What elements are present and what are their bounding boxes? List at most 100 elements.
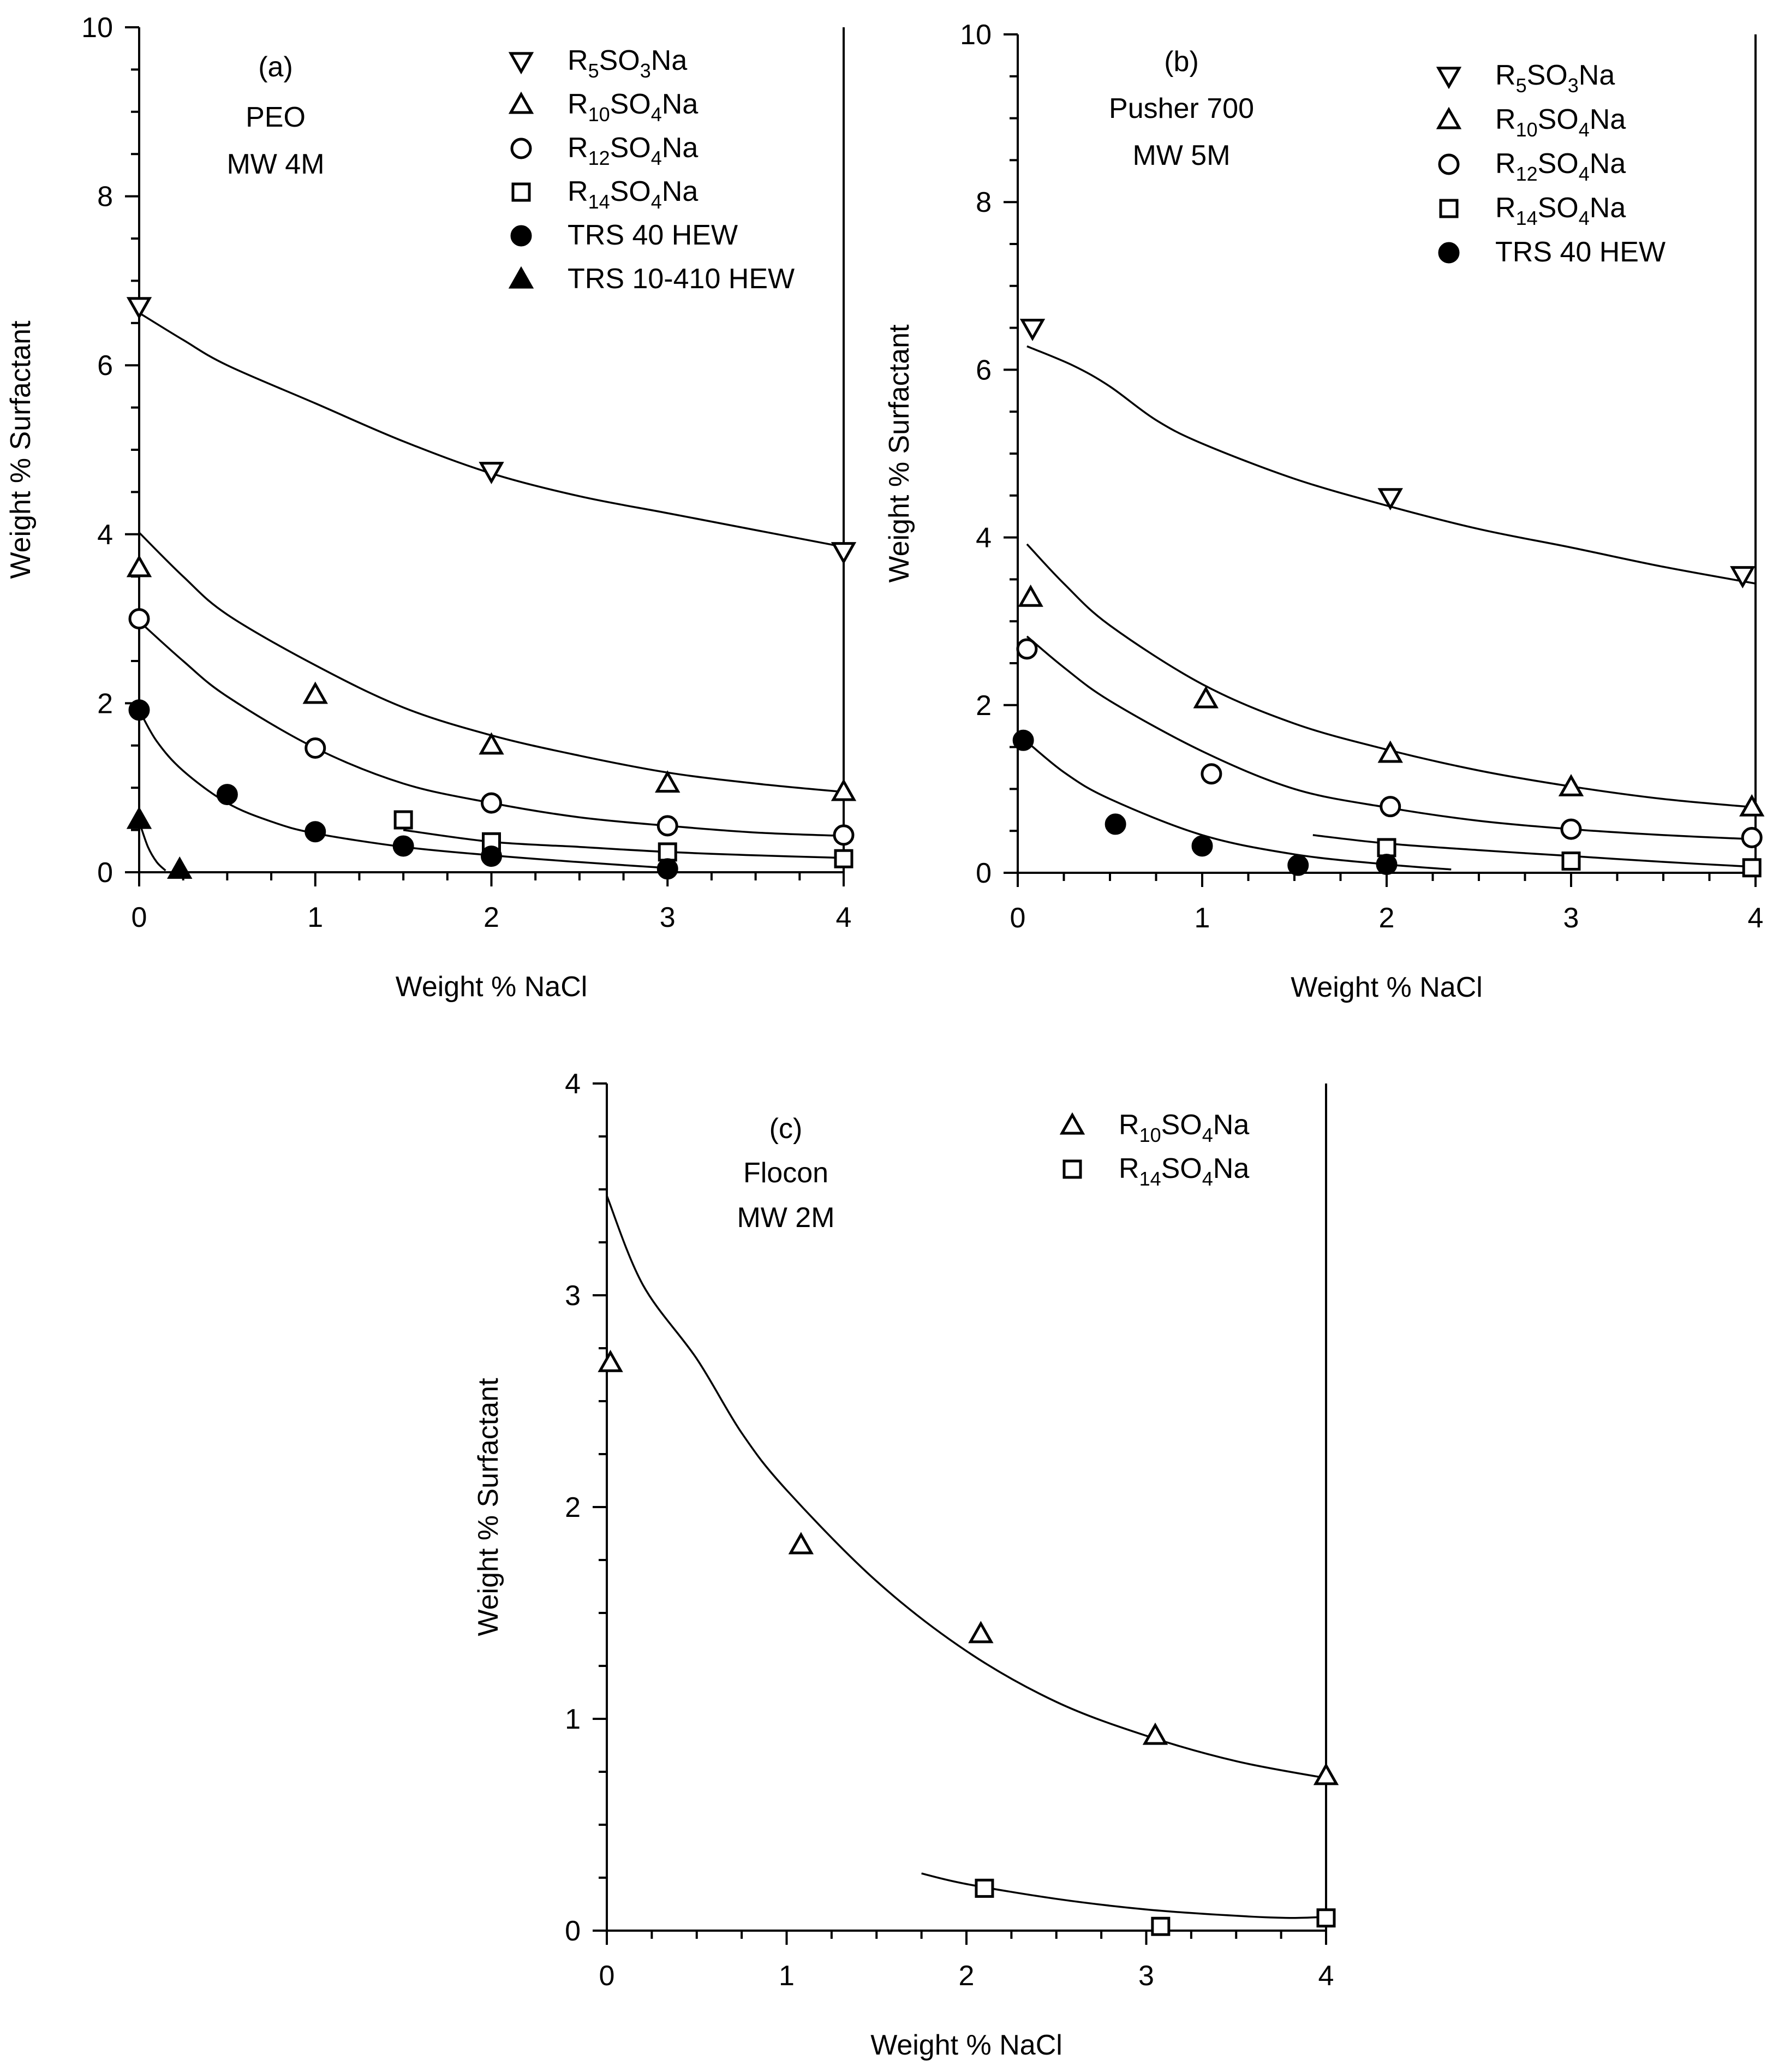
legend-subscript: 4 bbox=[1202, 1168, 1213, 1190]
legend-marker bbox=[1438, 153, 1460, 175]
y-axis-title: Weight % Surfactant bbox=[473, 1378, 504, 1636]
panel-annotation: Flocon bbox=[743, 1157, 828, 1189]
data-point bbox=[167, 856, 193, 879]
x-tick-label: 4 bbox=[836, 902, 852, 933]
data-point bbox=[128, 608, 150, 630]
legend-subscript: 4 bbox=[1579, 163, 1590, 185]
legend-text: Na bbox=[662, 88, 699, 120]
legend-text: Na bbox=[651, 45, 688, 76]
data-point bbox=[1561, 851, 1581, 871]
legend-text: R bbox=[568, 45, 588, 76]
fit-curve bbox=[403, 829, 844, 859]
data-point bbox=[1016, 638, 1038, 660]
x-tick-label: 0 bbox=[1010, 902, 1026, 934]
y-tick-label: 3 bbox=[565, 1280, 581, 1312]
x-tick-label: 2 bbox=[1379, 902, 1395, 934]
y-axis-title: Weight % Surfactant bbox=[5, 320, 37, 579]
data-point bbox=[658, 842, 677, 862]
legend-text: R bbox=[1495, 192, 1516, 224]
legend-label: R14SO4Na bbox=[1495, 192, 1626, 229]
legend-text: SO bbox=[1538, 104, 1579, 135]
data-point bbox=[392, 835, 414, 857]
legend-label: TRS 40 HEW bbox=[568, 219, 738, 251]
legend-marker bbox=[510, 138, 532, 159]
legend-marker bbox=[508, 52, 534, 75]
legend-label: R5SO3Na bbox=[568, 45, 687, 82]
data-point bbox=[126, 806, 152, 829]
panel-annotation: MW 5M bbox=[1132, 140, 1230, 171]
legend-text: R bbox=[1495, 148, 1516, 180]
legend-text: SO bbox=[610, 88, 651, 120]
data-point bbox=[833, 824, 855, 846]
legend-text: TRS 10-410 HEW bbox=[568, 263, 795, 295]
data-point bbox=[126, 555, 152, 577]
data-point bbox=[1012, 729, 1034, 751]
data-point bbox=[1377, 838, 1396, 858]
y-tick-label: 0 bbox=[97, 857, 113, 889]
legend-text: Na bbox=[1590, 192, 1626, 224]
y-tick-label: 10 bbox=[81, 12, 113, 44]
x-axis-title: Weight % NaCl bbox=[870, 2029, 1062, 2061]
legend-subscript: 5 bbox=[1516, 74, 1527, 97]
panel-label: (a) bbox=[258, 51, 293, 83]
panel-annotation: PEO bbox=[246, 102, 306, 133]
legend-text: TRS 40 HEW bbox=[568, 219, 738, 251]
panel-annotation: MW 2M bbox=[737, 1202, 834, 1234]
x-axis-title: Weight % NaCl bbox=[1291, 972, 1483, 1003]
legend-subscript: 4 bbox=[1579, 207, 1590, 229]
legend-label: R10SO4Na bbox=[1119, 1109, 1249, 1146]
fit-curve bbox=[1026, 345, 1756, 585]
legend-text: R bbox=[568, 132, 588, 164]
data-point bbox=[1739, 794, 1765, 817]
data-point bbox=[1558, 774, 1584, 796]
y-tick-label: 0 bbox=[565, 1915, 581, 1947]
legend-subscript: 4 bbox=[651, 103, 662, 126]
y-tick-label: 4 bbox=[97, 519, 113, 551]
data-point bbox=[305, 821, 326, 843]
legend-text: SO bbox=[599, 45, 640, 76]
data-point bbox=[481, 792, 502, 814]
x-tick-label: 2 bbox=[959, 1960, 975, 1992]
fit-curve bbox=[921, 1872, 1327, 1919]
legend-subscript: 14 bbox=[1139, 1168, 1161, 1190]
legend-subscript: 4 bbox=[1202, 1124, 1213, 1146]
data-point bbox=[1313, 1763, 1339, 1785]
legend-text: SO bbox=[1538, 192, 1579, 224]
data-point bbox=[655, 770, 680, 793]
fit-curve bbox=[1026, 543, 1756, 808]
data-point bbox=[393, 810, 413, 830]
data-point bbox=[305, 737, 326, 759]
data-point bbox=[216, 784, 238, 806]
y-tick-label: 2 bbox=[565, 1492, 581, 1523]
data-point bbox=[788, 1532, 814, 1555]
x-axis-title: Weight % NaCl bbox=[396, 971, 588, 1003]
x-tick-label: 0 bbox=[132, 902, 147, 933]
legend-subscript: 4 bbox=[651, 147, 662, 169]
legend-marker bbox=[1436, 67, 1462, 90]
legend-text: Na bbox=[1213, 1109, 1250, 1141]
legend-text: SO bbox=[610, 132, 651, 164]
x-tick-label: 1 bbox=[1195, 902, 1210, 934]
data-point bbox=[1316, 1908, 1336, 1928]
data-point bbox=[1142, 1722, 1168, 1745]
legend-text: R bbox=[1119, 1153, 1139, 1184]
fit-curve bbox=[606, 1195, 1327, 1779]
panel-annotation: MW 4M bbox=[226, 148, 324, 180]
y-tick-label: 6 bbox=[97, 350, 113, 382]
y-tick-label: 8 bbox=[97, 181, 113, 213]
data-point bbox=[656, 815, 678, 837]
y-tick-label: 1 bbox=[565, 1704, 581, 1735]
data-point bbox=[1730, 566, 1756, 589]
data-point bbox=[834, 849, 853, 868]
x-tick-label: 2 bbox=[483, 902, 499, 933]
data-point bbox=[831, 778, 857, 801]
data-point bbox=[1018, 584, 1043, 607]
x-tick-label: 4 bbox=[1318, 1960, 1334, 1992]
legend-label: R14SO4Na bbox=[1119, 1153, 1249, 1190]
data-point bbox=[1376, 854, 1398, 876]
panel-label: (b) bbox=[1164, 46, 1199, 78]
data-point bbox=[1151, 1916, 1171, 1936]
